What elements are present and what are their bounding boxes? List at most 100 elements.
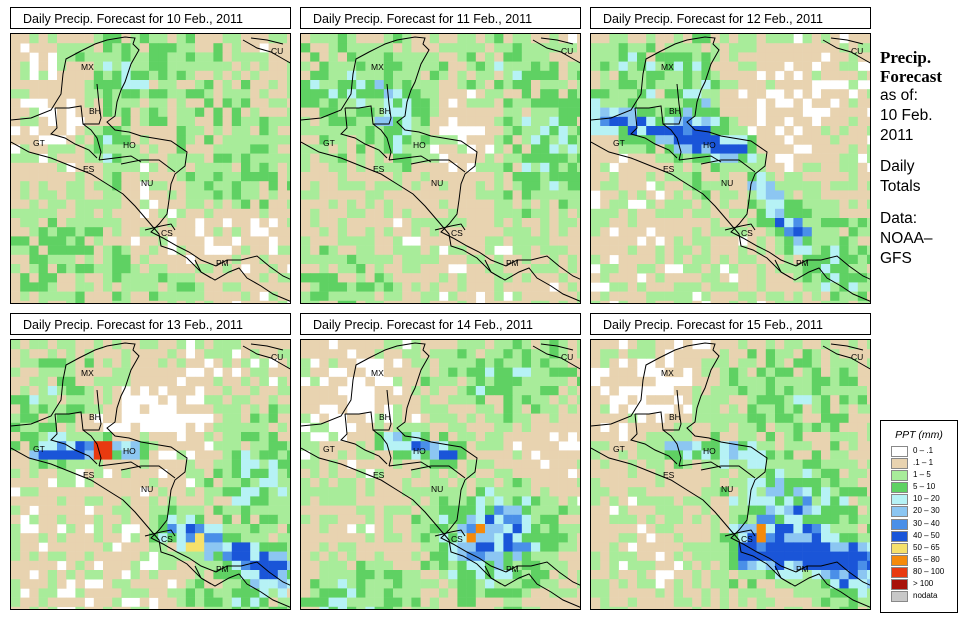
precip-cell [618,162,629,173]
precip-cell [558,153,569,164]
precip-cell [84,135,95,145]
precip-cell [830,135,840,145]
precip-cell [47,34,58,44]
precip-cell [784,227,794,237]
precip-cell [139,358,150,368]
precip-cell [383,52,394,62]
precip-cell [411,34,421,44]
precip-cell [756,153,767,164]
precip-cell [356,70,366,81]
precip-cell [673,245,684,256]
precip-cell [821,273,831,283]
precip-cell [328,236,339,246]
precip-cell [821,153,831,164]
precip-cell [411,218,421,228]
precip-cell [420,432,431,442]
precip-cell [429,107,440,118]
precip-cell [521,181,532,191]
precip-cell [637,98,647,108]
precip-cell [241,542,251,552]
precip-cell [429,468,440,479]
precip-cell [75,422,85,433]
precip-cell [347,172,357,182]
precip-cell [250,126,260,136]
precip-cell [793,236,803,246]
precip-cell [139,70,150,81]
precip-cell [20,254,30,265]
precip-cell [393,254,403,265]
precip-cell [11,34,21,44]
precip-cell [167,551,177,562]
precip-cell [139,236,150,246]
precip-cell [158,542,168,552]
precip-cell [268,395,279,405]
precip-cell [485,459,495,470]
precip-cell [259,199,269,210]
precip-cell [301,597,311,608]
precip-cell [747,340,757,350]
precip-cell [710,432,721,442]
precip-cell [830,282,840,292]
precip-cell [29,478,39,488]
precip-cell [356,89,366,99]
precip-cell [185,153,196,164]
precip-cell [420,273,431,283]
precip-cell [139,597,150,608]
precip-cell [204,291,214,302]
precip-cell [38,80,49,90]
precip-cell [494,300,504,303]
precip-cell [738,153,748,164]
precip-cell [457,61,467,72]
precip-cell [328,432,339,442]
precip-cell [775,61,785,72]
precip-cell [47,395,58,405]
precip-cell [747,376,757,387]
precip-cell [475,282,486,292]
precip-cell [549,172,559,182]
precip-cell [701,218,711,228]
precip-cell [567,98,578,108]
precip-cell [365,126,375,136]
precip-cell [93,107,104,118]
precip-cell [729,367,739,378]
precip-cell [47,597,58,608]
precip-cell [185,218,196,228]
precip-cell [448,208,458,219]
precip-cell [503,524,513,534]
precip-cell [618,98,629,108]
precip-cell [567,478,578,488]
precip-cell [66,358,76,368]
precip-cell [439,441,449,451]
precip-cell [839,468,849,479]
precip-cell [531,144,541,154]
precip-cell [130,190,141,200]
precip-cell [485,227,495,237]
precip-cell [130,181,141,191]
precip-cell [683,153,693,164]
precip-cell [692,116,702,127]
precip-cell [485,208,495,219]
precip-cell [112,199,122,210]
precip-cell [719,61,730,72]
precip-cell [457,116,467,127]
precip-cell [429,227,440,237]
precip-cell [167,98,177,108]
precip-cell [337,505,348,516]
precip-cell [793,172,803,182]
precip-cell [577,162,580,173]
precip-cell [20,386,30,396]
precip-cell [112,153,122,164]
precip-cell [38,597,49,608]
precip-cell [637,254,647,265]
precip-cell [38,52,49,62]
precip-cell [549,236,559,246]
precip-cell [287,340,290,350]
precip-cell [57,514,67,525]
precip-cell [29,349,39,359]
precip-cell [577,300,580,303]
precip-cell [439,61,449,72]
precip-cell [402,551,412,562]
map-panel-1: Daily Precip. Forecast for 10 Feb., 2011… [10,7,291,304]
precip-cell [558,413,569,424]
precip-cell [103,542,113,552]
